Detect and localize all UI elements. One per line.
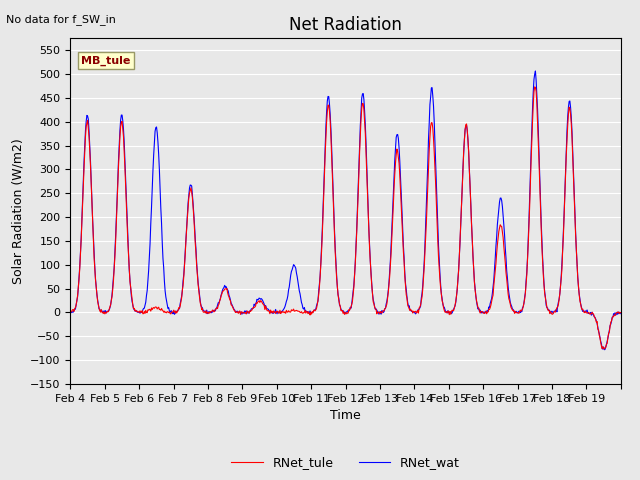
RNet_wat — [232, 309, 240, 315]
RNet_tule — [433, 218, 441, 224]
Text: MB_tule: MB_tule — [81, 56, 131, 66]
RNet_wat — [600, 347, 608, 352]
RNet_tule — [67, 308, 74, 313]
RNet_tule — [260, 301, 268, 307]
Y-axis label: Solar Radiation (W/m2): Solar Radiation (W/m2) — [12, 138, 25, 284]
RNet_wat — [433, 204, 441, 209]
RNet_tule — [403, 292, 410, 298]
Line: RNet_tule: RNet_tule — [70, 87, 621, 349]
RNet_tule — [232, 309, 240, 315]
RNet_tule — [617, 310, 625, 315]
RNet_wat — [131, 308, 139, 314]
RNet_wat — [67, 308, 74, 313]
Title: Net Radiation: Net Radiation — [289, 16, 402, 34]
Line: RNet_wat: RNet_wat — [70, 71, 621, 349]
RNet_wat — [280, 305, 288, 311]
RNet_wat — [532, 68, 540, 74]
RNet_wat — [260, 300, 268, 305]
RNet_tule — [131, 308, 139, 314]
RNet_tule — [600, 346, 608, 352]
Text: No data for f_SW_in: No data for f_SW_in — [6, 14, 116, 25]
RNet_tule — [280, 310, 288, 315]
RNet_tule — [531, 84, 538, 90]
X-axis label: Time: Time — [330, 409, 361, 422]
Legend: RNet_tule, RNet_wat: RNet_tule, RNet_wat — [227, 452, 465, 475]
RNet_wat — [403, 287, 410, 292]
RNet_wat — [617, 311, 625, 316]
